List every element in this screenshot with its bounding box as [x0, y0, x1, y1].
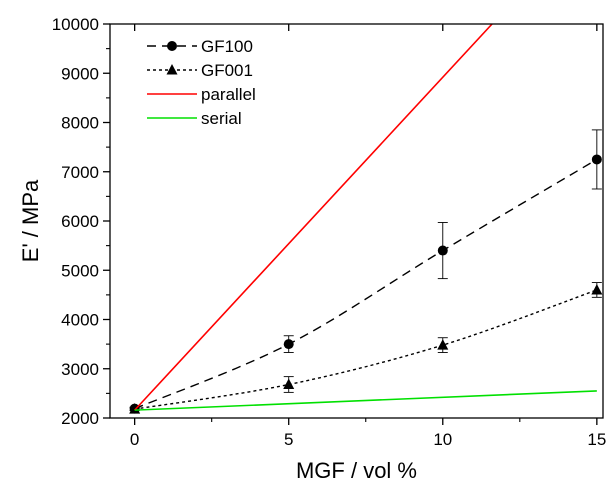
legend-item-gf001: GF001 — [147, 61, 253, 80]
y-tick-label: 5000 — [61, 261, 99, 280]
series-gf001 — [129, 282, 603, 414]
legend-item-serial: serial — [147, 109, 242, 128]
series-line-parallel — [134, 24, 493, 411]
y-tick-label: 2000 — [61, 409, 99, 428]
legend-item-gf100: GF100 — [147, 37, 253, 56]
x-axis-title: MGF / vol % — [296, 458, 417, 483]
data-point-triangle — [283, 378, 295, 390]
y-tick-label: 7000 — [61, 163, 99, 182]
legend-label: GF100 — [201, 37, 253, 56]
series-line-gf100 — [134, 158, 598, 410]
data-point-triangle — [129, 403, 141, 414]
y-tick-label: 3000 — [61, 360, 99, 379]
data-point-circle — [437, 245, 448, 256]
data-point-circle — [283, 339, 294, 350]
series-layer — [129, 24, 603, 414]
x-tick-label: 5 — [284, 430, 293, 449]
series-serial — [134, 390, 597, 411]
legend-marker-triangle — [166, 64, 178, 75]
legend-marker-circle — [167, 41, 177, 51]
legend-label: GF001 — [201, 61, 253, 80]
x-tick-label: 15 — [587, 430, 606, 449]
legend-label: serial — [201, 109, 242, 128]
legend: GF100 GF001 parallel serial — [147, 37, 256, 128]
series-parallel — [134, 24, 493, 411]
x-tick-label: 0 — [130, 430, 139, 449]
series-gf100 — [129, 129, 602, 414]
data-point-triangle — [437, 339, 449, 350]
data-point-triangle — [591, 283, 603, 295]
legend-label: parallel — [201, 85, 256, 104]
plot-frame — [109, 23, 604, 419]
y-tick-label: 9000 — [61, 64, 99, 83]
x-tick-label: 10 — [433, 430, 452, 449]
axes-layer: 2000 3000 4000 5000 6000 7000 8000 9000 10000 0 5 1… — [52, 15, 607, 449]
data-point-circle — [591, 154, 602, 165]
legend-item-parallel: parallel — [147, 85, 256, 104]
y-tick-label: 8000 — [61, 114, 99, 133]
y-tick-label: 4000 — [61, 311, 99, 330]
series-line-gf001 — [134, 289, 598, 410]
y-tick-label: 10000 — [52, 15, 99, 34]
series-line-serial — [134, 390, 597, 411]
y-axis-title: E' / MPa — [18, 179, 43, 262]
y-tick-label: 6000 — [61, 212, 99, 231]
